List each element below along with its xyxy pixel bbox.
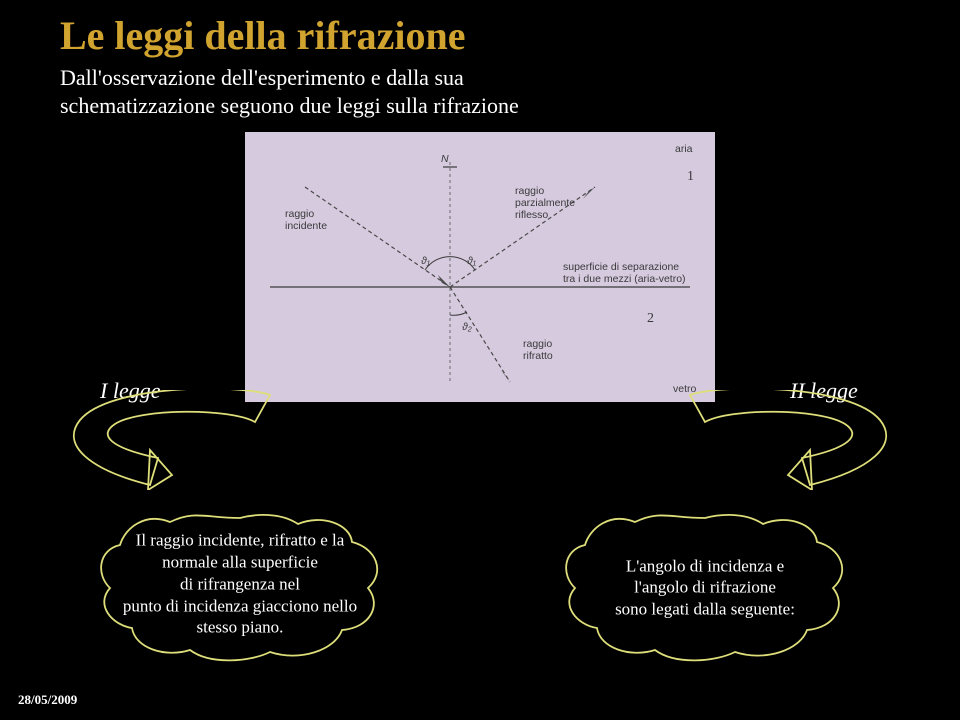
- label-hand2: 2: [647, 311, 654, 326]
- arrow-band-left: [60, 390, 310, 490]
- subtitle-line2: schematizzazione seguono due leggi sulla…: [60, 93, 519, 118]
- label-parz1: raggio: [515, 185, 544, 197]
- bl-l2: di rifrangenza nel: [180, 575, 300, 594]
- br-l1: l'angolo di rifrazione: [634, 578, 776, 597]
- label-rifr2: rifratto: [523, 350, 553, 362]
- label-parz2: parzialmente: [515, 197, 575, 209]
- slide: Le leggi della rifrazione Dall'osservazi…: [0, 0, 960, 720]
- label-inc1: raggio: [285, 208, 314, 220]
- slide-date: 28/05/2009: [18, 692, 77, 708]
- label-parz3: riflesso: [515, 209, 548, 221]
- br-l0: L'angolo di incidenza e: [626, 556, 784, 575]
- label-N: N: [441, 153, 449, 165]
- label-aria: aria: [675, 143, 693, 155]
- refraction-diagram: aria raggio incidente N raggio parzialme…: [245, 132, 715, 402]
- label-sup2: tra i due mezzi (aria-vetro): [563, 273, 686, 285]
- label-inc2: incidente: [285, 220, 327, 232]
- label-hand1: 1: [687, 169, 694, 184]
- bl-l4: stesso piano.: [197, 618, 284, 637]
- label-rifr1: raggio: [523, 338, 552, 350]
- bubble-right-text: L'angolo di incidenza e l'angolo di rifr…: [555, 555, 855, 620]
- subtitle-line1: Dall'osservazione dell'esperimento e dal…: [60, 65, 464, 90]
- bubble-left-text: Il raggio incidente, rifratto e la norma…: [90, 530, 390, 639]
- bl-l1: normale alla superficie: [162, 553, 318, 572]
- br-l2: sono legati dalla seguente:: [615, 599, 795, 618]
- slide-title: Le leggi della rifrazione: [60, 12, 465, 59]
- arrow-band-right: [650, 390, 900, 490]
- bl-l0: Il raggio incidente, rifratto e la: [136, 531, 345, 550]
- bubble-right: L'angolo di incidenza e l'angolo di rifr…: [555, 510, 855, 665]
- label-t1a: ϑ₁: [421, 255, 431, 267]
- bubble-left: Il raggio incidente, rifratto e la norma…: [90, 510, 390, 665]
- label-sup1: superficie di separazione: [563, 261, 679, 273]
- bl-l3: punto di incidenza giacciono nello: [123, 596, 357, 615]
- label-t2: ϑ₂: [462, 321, 472, 333]
- label-t1b: ϑ₁: [467, 255, 477, 267]
- slide-subtitle: Dall'osservazione dell'esperimento e dal…: [60, 64, 519, 119]
